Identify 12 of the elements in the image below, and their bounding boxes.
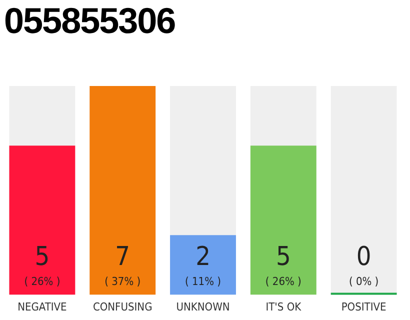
x-tick-label: UNKNOWN — [176, 300, 230, 314]
x-tick-label: POSITIVE — [341, 300, 386, 314]
bar — [170, 235, 236, 295]
chart-title: 055855306 — [4, 0, 176, 42]
data-label: 7 ( 37% ) — [104, 242, 141, 288]
data-label: 2 ( 11% ) — [184, 242, 222, 288]
x-tick-label: IT'S OK — [266, 300, 302, 314]
data-label: 0 ( 0% ) — [348, 242, 379, 288]
data-label: 5 ( 26% ) — [265, 242, 302, 288]
x-tick-label: CONFUSING — [92, 300, 152, 314]
x-tick-label: NEGATIVE — [18, 300, 67, 314]
data-label: 5 ( 26% ) — [24, 242, 60, 288]
